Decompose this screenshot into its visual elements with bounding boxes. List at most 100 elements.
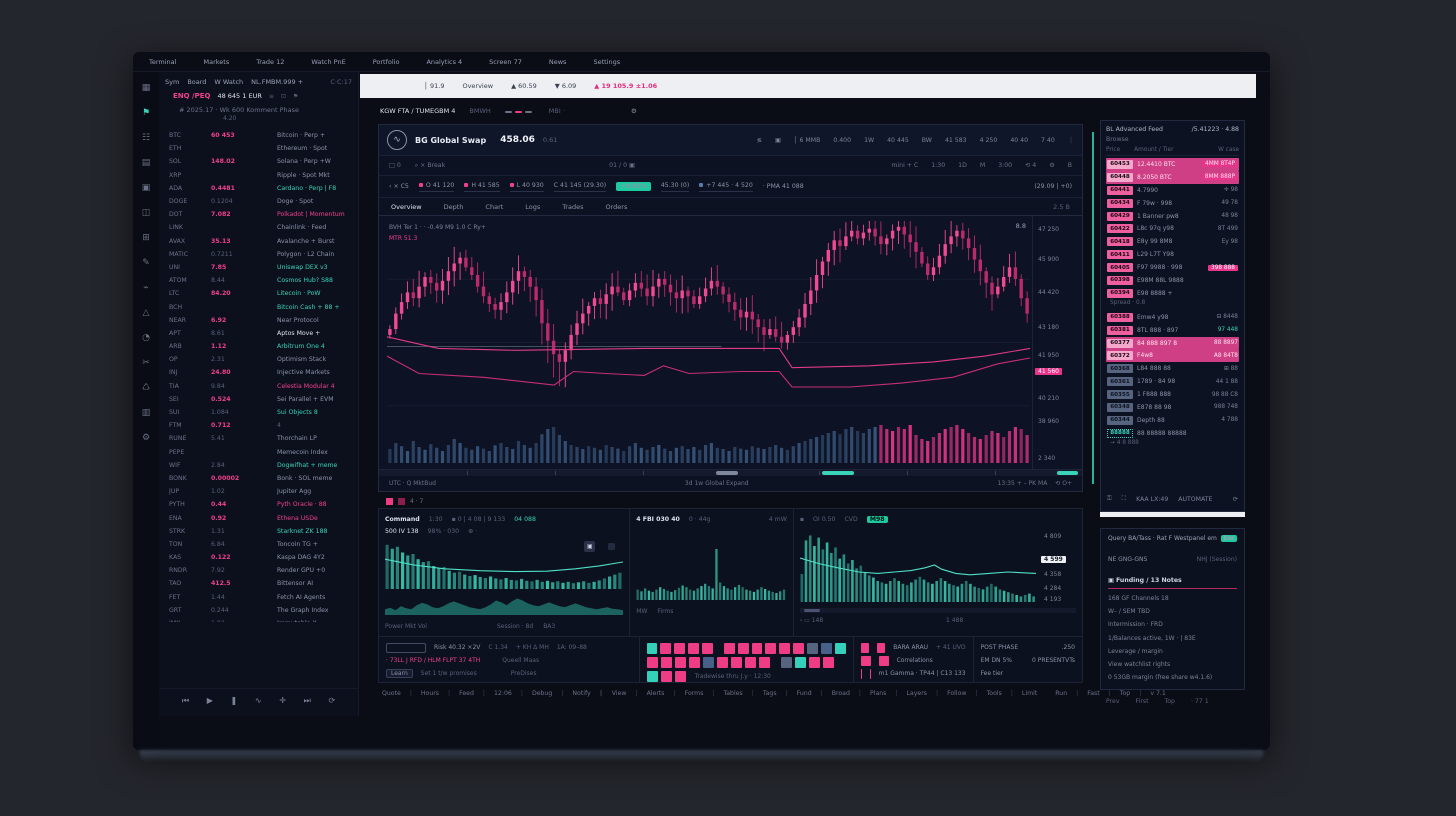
flag-pink-icon[interactable]: ⚑ xyxy=(292,92,299,100)
orderbook-row[interactable]: 60377 84 888 897 8 88 8897 xyxy=(1106,336,1239,350)
refresh-icon[interactable]: ⟳ xyxy=(328,696,336,705)
watchlist-tab[interactable]: NL.FMBM.999 + xyxy=(251,78,304,86)
menu-item[interactable]: News xyxy=(548,57,567,66)
watchlist-row[interactable]: UNI 7.85 Uniswap DEX v3 xyxy=(159,261,358,274)
watchlist-alert-row[interactable]: ENQ /PEQ 48 645 1 EUR ≡ ⊡ ⚑ xyxy=(159,88,358,102)
watchlist-row[interactable]: BONK 0.00002 Bonk · SOL meme xyxy=(159,472,358,485)
watchlist-row[interactable]: FTM 0.712 4 xyxy=(159,419,358,432)
layers-icon[interactable]: ▥ xyxy=(141,408,151,418)
topbar-stat[interactable]: Overview xyxy=(462,82,494,90)
mmb-button[interactable]: │ 6 MMB xyxy=(793,136,821,144)
status-item[interactable]: Layers xyxy=(906,690,927,697)
chart-subtool[interactable]: B xyxy=(1067,162,1072,169)
orderbook-row[interactable]: 60372 F4w8 A8 84T8 xyxy=(1106,349,1239,363)
tab-logs[interactable]: Logs xyxy=(525,202,541,211)
topbar-stat[interactable]: ▼ 6.09 xyxy=(554,82,577,90)
watchlist-tab[interactable]: Sym xyxy=(165,78,180,86)
scroll-thumb-gray[interactable] xyxy=(716,471,738,475)
tab-depth[interactable]: Depth xyxy=(443,202,464,211)
watchlist-row[interactable]: BTC 60 453 Bitcoin · Perp + xyxy=(159,129,358,142)
p1-chip-dot[interactable] xyxy=(608,543,616,550)
watchlist-row[interactable]: AVAX 35.13 Avalanche + Burst xyxy=(159,235,358,248)
watchlist-row[interactable]: ARB 1.12 Arbitrum One 4 xyxy=(159,340,358,353)
lock-icon[interactable]: ⚿ xyxy=(1107,495,1112,502)
alert-icon[interactable]: △ xyxy=(142,308,150,318)
refresh-icon[interactable]: ♺ xyxy=(141,383,151,393)
topbar-stat[interactable]: ▲ 19 105.9 ±1.06 xyxy=(594,82,658,90)
orderbook-row[interactable]: 60388 Emw4 y98 ⊟ 8448 xyxy=(1106,311,1239,324)
p3-scrollbar[interactable] xyxy=(799,608,1076,613)
scroll-thumb-end[interactable] xyxy=(1057,471,1079,475)
watchlist-row[interactable]: TON 6.84 Toncoin TG + xyxy=(159,538,358,551)
menu-item[interactable]: Settings xyxy=(593,57,621,66)
ob-refresh-icon[interactable]: ⟳ xyxy=(1232,495,1238,503)
watchlist-row[interactable]: SEI 0.524 Sei Parallel + EVM xyxy=(159,393,358,406)
timeframe-item[interactable]: 4 250 xyxy=(979,136,998,144)
menu-item[interactable]: Terminal xyxy=(149,57,177,66)
watchlist-row[interactable]: ADA 0.4481 Cardano · Perp | F8 xyxy=(159,182,358,195)
watchlist-row[interactable]: TAO 412.5 Bittensor AI xyxy=(159,577,358,590)
watchlist-tab[interactable]: Board xyxy=(187,78,207,86)
status-item[interactable]: Top xyxy=(1119,690,1131,697)
status-item[interactable]: Alerts xyxy=(646,690,665,697)
watchlist-row[interactable]: APT 8.61 Aptos Move + xyxy=(159,327,358,340)
orderbook-row[interactable]: 60429 1 Banner pw8 48 98 xyxy=(1106,210,1239,223)
watchlist-tab[interactable]: W Watch xyxy=(214,78,244,86)
wallet-icon[interactable]: ◫ xyxy=(141,208,151,218)
orderbook-row[interactable]: 60361 1789 · 84 98 44 1 88 xyxy=(1106,375,1239,388)
watchlist-row[interactable]: XRP Ripple · Spot Mkt xyxy=(159,169,358,182)
orderbook-row[interactable]: 60422 L8c 97q y98 8T 499 xyxy=(1106,222,1239,235)
tab-overview[interactable]: Overview xyxy=(391,202,422,211)
watchlist-row[interactable]: KAS 0.122 Kaspa DAG 4Y2 xyxy=(159,551,358,564)
watchlist-row[interactable]: SUI 1.084 Sui Objects 8 xyxy=(159,406,358,419)
status-item[interactable]: Tools xyxy=(986,690,1002,697)
chart-subtool[interactable]: mini + C xyxy=(891,162,919,169)
timeframe-item[interactable]: 40 40 xyxy=(1010,136,1029,144)
orderbook-row[interactable]: 60441 4.7990 ✛ 98 xyxy=(1106,184,1239,197)
status-item[interactable]: Limit xyxy=(1021,690,1038,697)
info-footer-item[interactable]: First xyxy=(1135,698,1149,705)
pair-row[interactable]: Correlations xyxy=(860,654,966,667)
p3-foot-left[interactable]: ‹ ▭ 148 xyxy=(799,617,824,624)
candlestick-chart[interactable]: BVH Ter 1 · · -0.49 M9 1.0 C Ry+ MTR 51.… xyxy=(379,216,1082,469)
status-item[interactable]: Follow xyxy=(947,690,967,697)
flash-icon[interactable]: ≶ xyxy=(756,136,762,144)
step-back-icon[interactable]: ⏮ xyxy=(181,695,190,705)
info-footer-item[interactable]: · 77 1 xyxy=(1190,698,1209,705)
orderbook-row[interactable]: 60394 E98 8888 + xyxy=(1106,287,1239,300)
watchlist-row[interactable]: RUNE 5.41 Thorchain LP xyxy=(159,432,358,445)
timeframe-item[interactable]: BW xyxy=(921,136,932,144)
scroll-thumb[interactable] xyxy=(821,471,854,475)
topbar-stat[interactable]: │ 91.9 xyxy=(424,82,445,90)
timeframe-item[interactable]: 40 445 xyxy=(887,136,909,144)
watchlist-row[interactable]: TIA 9.84 Celestia Modular 4 xyxy=(159,380,358,393)
watchlist-row[interactable]: JUP 1.02 Jupiter Agg xyxy=(159,485,358,498)
play-icon[interactable]: ▶ xyxy=(206,696,213,705)
status-item[interactable]: v 7.1 xyxy=(1150,690,1166,697)
history-icon[interactable]: ◔ xyxy=(142,333,150,343)
timeframe-item[interactable]: 0.400 xyxy=(833,136,852,144)
box-icon[interactable]: ⊡ xyxy=(280,92,286,100)
menu-item[interactable]: Screen 77 xyxy=(489,57,522,66)
tab-trades[interactable]: Trades xyxy=(562,202,584,211)
watchlist-row[interactable]: RNDR 7.92 Render GPU +0 xyxy=(159,564,358,577)
learn-button[interactable]: Learn xyxy=(386,669,413,678)
info-footer-item[interactable]: Top xyxy=(1164,698,1175,705)
watchlist-row[interactable]: DOGE 0.1204 Doge · Spot xyxy=(159,195,358,208)
watchlist-row[interactable]: ENA 0.92 Ethena USDe xyxy=(159,511,358,524)
chart-subtool[interactable]: ⚙ xyxy=(1049,162,1055,169)
status-item[interactable]: Debug xyxy=(531,690,553,697)
grid-icon[interactable]: ⊞ xyxy=(142,233,150,243)
time-axis-reset[interactable]: ⟲ O+ xyxy=(1055,480,1072,487)
orderbook-row[interactable]: 60348 E878 88 98 988 748 xyxy=(1106,401,1239,414)
flag-icon[interactable]: ⚑ xyxy=(141,108,151,118)
edit-icon[interactable]: ✎ xyxy=(142,258,150,268)
menu-item[interactable]: Watch PnE xyxy=(311,57,346,66)
watchlist-row[interactable]: PYTH 0.44 Pyth Oracle · 88 xyxy=(159,498,358,511)
status-item[interactable]: Fast xyxy=(1087,690,1100,697)
news-icon[interactable]: ▤ xyxy=(141,158,151,168)
info-footer-item[interactable]: Prev xyxy=(1106,698,1120,705)
menu-item[interactable]: Analytics 4 xyxy=(426,57,463,66)
watchlist-row[interactable]: NEAR 6.92 Near Protocol xyxy=(159,314,358,327)
pause-icon[interactable]: ❚ xyxy=(230,696,238,705)
